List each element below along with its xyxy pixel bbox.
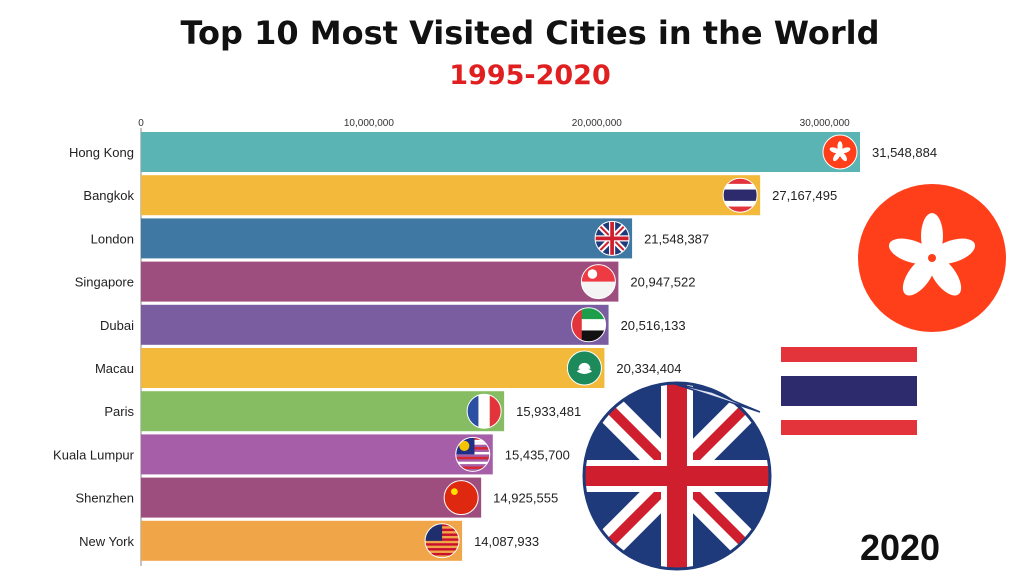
x-tick-label: 30,000,000 <box>800 118 850 129</box>
category-label: London <box>91 231 134 246</box>
thailand-flag-icon <box>722 177 758 213</box>
value-label: 21,548,387 <box>644 231 709 246</box>
bar-row: Shenzhen 14,925,555 <box>75 477 558 518</box>
bar <box>141 391 505 432</box>
value-label: 15,933,481 <box>516 404 581 419</box>
france-flag-icon <box>466 393 502 429</box>
category-label: Singapore <box>75 275 134 290</box>
bar <box>141 175 761 216</box>
bar <box>141 434 493 475</box>
bar-row: Dubai 20,516,133 <box>100 304 686 345</box>
bar-row: Hong Kong 31,548,884 <box>69 132 937 172</box>
category-label: Shenzhen <box>75 491 134 506</box>
year-label: 2020 <box>860 527 940 568</box>
value-label: 31,548,884 <box>872 145 937 160</box>
x-tick-label: 0 <box>138 118 144 129</box>
bar <box>141 218 633 259</box>
category-label: Paris <box>104 404 134 419</box>
value-label: 20,947,522 <box>630 275 695 290</box>
bars-group: Hong Kong 31,548,884 Bangkok 27,167,495 Lond… <box>53 132 937 561</box>
bar-row: New York 14,087,933 <box>79 520 539 561</box>
chart-subtitle: 1995-2020 <box>449 60 611 91</box>
category-label: Bangkok <box>83 188 134 203</box>
chart-title: Top 10 Most Visited Cities in the World <box>180 14 879 52</box>
value-label: 20,516,133 <box>621 318 686 333</box>
hong-kong-flag-icon <box>822 134 858 170</box>
malaysia-flag-icon <box>455 436 491 472</box>
macau-flag-icon <box>566 350 602 386</box>
category-label: Hong Kong <box>69 145 134 160</box>
value-label: 20,334,404 <box>616 361 681 376</box>
bar-row: Macau 20,334,404 <box>95 348 681 388</box>
bar <box>141 261 619 302</box>
bar-row: Singapore 20,947,522 <box>75 261 695 302</box>
bar <box>141 348 605 388</box>
x-tick-label: 20,000,000 <box>572 118 622 129</box>
hong-kong-large-flag-icon <box>858 184 1006 332</box>
bar-row: Paris 15,933,481 <box>104 391 581 432</box>
singapore-flag-icon <box>580 264 616 300</box>
bar <box>141 304 609 345</box>
uk-large-flag-icon <box>582 381 772 571</box>
value-label: 14,087,933 <box>474 534 539 549</box>
bar-row: Bangkok 27,167,495 <box>83 175 837 216</box>
uae-flag-icon <box>571 307 607 343</box>
bar <box>141 132 860 172</box>
bar <box>141 520 463 561</box>
value-label: 14,925,555 <box>493 491 558 506</box>
category-label: New York <box>79 534 134 549</box>
category-label: Kuala Lumpur <box>53 447 135 462</box>
value-label: 15,435,700 <box>505 447 570 462</box>
thailand-large-flag-icon <box>781 347 917 435</box>
category-label: Dubai <box>100 318 134 333</box>
bar-row: Kuala Lumpur 15,435,700 <box>53 434 570 475</box>
usa-flag-icon <box>424 523 460 559</box>
value-label: 27,167,495 <box>772 188 837 203</box>
china-flag-icon <box>443 480 479 516</box>
category-label: Macau <box>95 361 134 376</box>
x-axis-ticks: 0 10,000,000 20,000,000 30,000,000 <box>138 118 850 129</box>
uk-flag-icon <box>594 220 630 256</box>
x-tick-label: 10,000,000 <box>344 118 394 129</box>
bar-row: London 21,548,387 <box>91 218 709 259</box>
bar <box>141 477 482 518</box>
